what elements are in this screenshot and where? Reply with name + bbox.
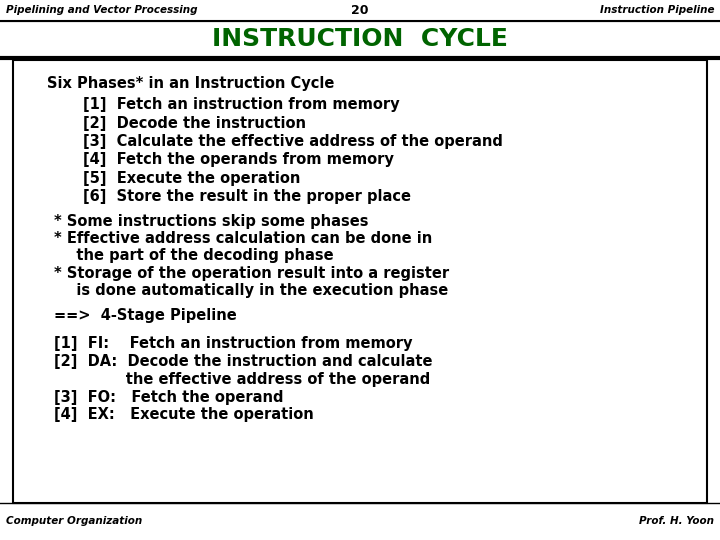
Text: [1]  Fetch an instruction from memory: [1] Fetch an instruction from memory xyxy=(83,97,400,112)
Text: is done automatically in the execution phase: is done automatically in the execution p… xyxy=(61,283,449,298)
Text: the effective address of the operand: the effective address of the operand xyxy=(54,372,431,387)
Text: ==>  4-Stage Pipeline: ==> 4-Stage Pipeline xyxy=(54,308,237,323)
Text: Prof. H. Yoon: Prof. H. Yoon xyxy=(639,516,714,525)
Text: Pipelining and Vector Processing: Pipelining and Vector Processing xyxy=(6,5,197,15)
Text: Computer Organization: Computer Organization xyxy=(6,516,142,525)
Text: the part of the decoding phase: the part of the decoding phase xyxy=(61,248,334,264)
Text: [3]  Calculate the effective address of the operand: [3] Calculate the effective address of t… xyxy=(83,134,503,149)
FancyBboxPatch shape xyxy=(0,21,720,58)
Text: * Some instructions skip some phases: * Some instructions skip some phases xyxy=(54,214,369,229)
Text: [5]  Execute the operation: [5] Execute the operation xyxy=(83,171,300,186)
Text: [4]  Fetch the operands from memory: [4] Fetch the operands from memory xyxy=(83,152,394,167)
Text: INSTRUCTION  CYCLE: INSTRUCTION CYCLE xyxy=(212,27,508,51)
Text: [3]  FO:   Fetch the operand: [3] FO: Fetch the operand xyxy=(54,390,284,405)
Text: [6]  Store the result in the proper place: [6] Store the result in the proper place xyxy=(83,189,411,204)
Text: * Storage of the operation result into a register: * Storage of the operation result into a… xyxy=(54,266,449,281)
Text: 20: 20 xyxy=(351,4,369,17)
Text: Six Phases* in an Instruction Cycle: Six Phases* in an Instruction Cycle xyxy=(47,76,334,91)
Text: Instruction Pipeline: Instruction Pipeline xyxy=(600,5,714,15)
Text: * Effective address calculation can be done in: * Effective address calculation can be d… xyxy=(54,231,432,246)
Text: [4]  EX:   Execute the operation: [4] EX: Execute the operation xyxy=(54,407,314,422)
Text: [1]  FI:    Fetch an instruction from memory: [1] FI: Fetch an instruction from memory xyxy=(54,336,413,351)
Text: [2]  Decode the instruction: [2] Decode the instruction xyxy=(83,116,306,131)
Text: [2]  DA:  Decode the instruction and calculate: [2] DA: Decode the instruction and calcu… xyxy=(54,354,433,369)
FancyBboxPatch shape xyxy=(13,60,707,503)
